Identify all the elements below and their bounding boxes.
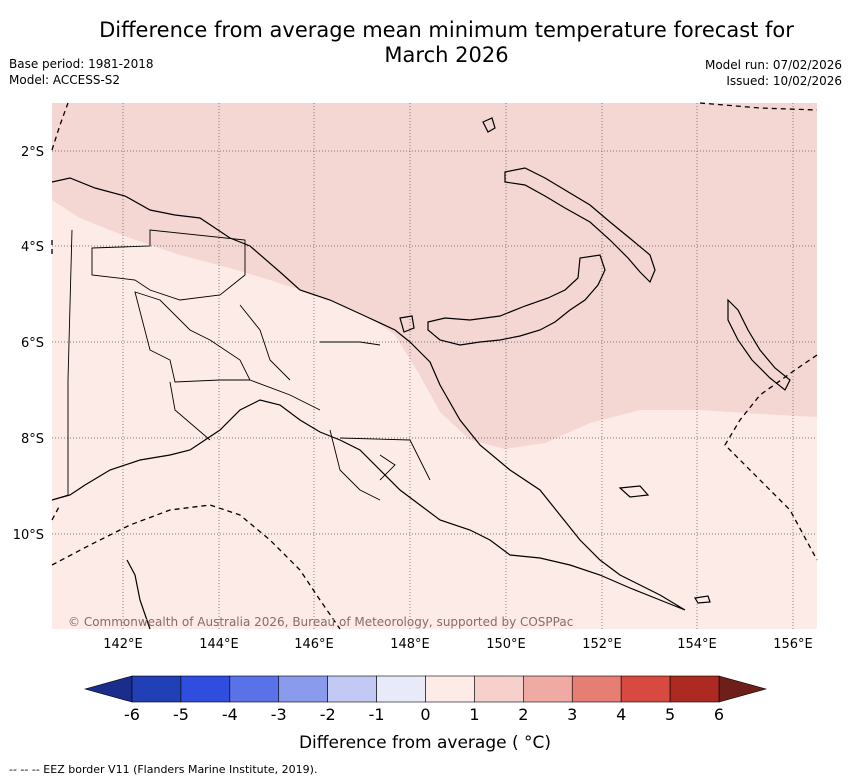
- colorbar-segment: [620, 675, 671, 703]
- colorbar-segment: [474, 675, 524, 703]
- lon-tick-label: 142°E: [103, 637, 143, 652]
- lon-tick-label: 156°E: [773, 637, 813, 652]
- new-hanover: [399, 315, 415, 333]
- lon-tick-label: 148°E: [390, 637, 430, 652]
- lon-ticks: 142°E 144°E 146°E 148°E 150°E 152°E 154°…: [103, 637, 813, 652]
- title-line-2: March 2026: [384, 43, 509, 67]
- colorbar-tick-label: -6: [124, 705, 140, 724]
- colorbar-segment: [131, 675, 182, 703]
- colorbar-tick-label: -4: [222, 705, 238, 724]
- title-line-1: Difference from average mean minimum tem…: [99, 18, 794, 42]
- colorbar-tick-label: -5: [173, 705, 189, 724]
- colorbar-segment: [376, 675, 426, 703]
- model-name: Model: ACCESS-S2: [9, 73, 121, 87]
- model-run: Model run: 07/02/2026: [704, 58, 842, 72]
- colorbar-tick-label: 5: [665, 705, 675, 724]
- colorbar-segment: [327, 675, 377, 703]
- province-borders: [51, 229, 431, 501]
- manus-island: [482, 117, 496, 133]
- coastlines: [51, 117, 791, 630]
- lat-ticks: 2°S 4°S 6°S 8°S 10°S: [13, 145, 44, 543]
- lon-tick-label: 152°E: [582, 637, 622, 652]
- colorbar-underflow-arrow: [83, 675, 133, 703]
- meta-right: Model run: 07/02/2026 Issued: 10/02/2026: [705, 57, 842, 89]
- lat-tick-label: 6°S: [21, 336, 44, 351]
- bougainville-coast: [727, 298, 791, 391]
- colorbar-tick-label: 6: [714, 705, 724, 724]
- anomaly-region-1-to-2: [52, 103, 817, 449]
- colorbar-segment: [278, 675, 328, 703]
- colorbar-segment: [669, 675, 720, 703]
- issued-date: Issued: 10/02/2026: [726, 74, 842, 88]
- lat-tick-label: 2°S: [21, 145, 44, 160]
- colorbar-tick-label: -2: [320, 705, 336, 724]
- lon-tick-label: 154°E: [677, 637, 717, 652]
- colorbar-label: Difference from average ( °C): [298, 733, 552, 753]
- new-ireland-coast: [504, 167, 656, 284]
- lon-tick-label: 144°E: [199, 637, 239, 652]
- lat-tick-label: 4°S: [21, 240, 44, 255]
- new-britain-coast: [427, 254, 606, 346]
- new-guinea-coast: [51, 177, 686, 611]
- colorbar-overflow-arrow: [718, 675, 768, 703]
- colorbar-segment: [425, 675, 475, 703]
- eez-borders: [51, 102, 818, 630]
- gridlines: [52, 103, 817, 629]
- rossel-island: [694, 595, 711, 604]
- colorbar-segment: [523, 675, 573, 703]
- lon-tick-label: 146°E: [294, 637, 334, 652]
- colorbar-tick-label: 1: [469, 705, 479, 724]
- lon-tick-label: 150°E: [486, 637, 526, 652]
- colorbar-segment: [229, 675, 280, 703]
- colorbar-tick-label: -1: [369, 705, 385, 724]
- lat-tick-label: 8°S: [21, 432, 44, 447]
- base-period: Base period: 1981-2018: [9, 57, 154, 71]
- colorbar-segment: [571, 675, 622, 703]
- chart-title: Difference from average mean minimum tem…: [90, 18, 803, 68]
- cape-york-coast: [126, 559, 151, 630]
- eez-footnote: -- -- -- EEZ border V11 (Flanders Marine…: [9, 763, 318, 776]
- colorbar-tick-label: 3: [567, 705, 577, 724]
- colorbar-tick-label: 4: [616, 705, 626, 724]
- colorbar: -6 -5 -4 -3 -2 -1 0 1 2 3 4 5 6: [83, 675, 768, 724]
- colorbar-tick-label: 2: [518, 705, 528, 724]
- meta-left: Base period: 1981-2018 Model: ACCESS-S2: [9, 56, 154, 88]
- woodlark-island: [618, 485, 650, 498]
- colorbar-tick-label: -3: [271, 705, 287, 724]
- copyright-notice: © Commonwealth of Australia 2026, Bureau…: [68, 615, 573, 629]
- lat-tick-label: 10°S: [13, 528, 44, 543]
- colorbar-tick-label: 0: [420, 705, 430, 724]
- colorbar-segment: [180, 675, 231, 703]
